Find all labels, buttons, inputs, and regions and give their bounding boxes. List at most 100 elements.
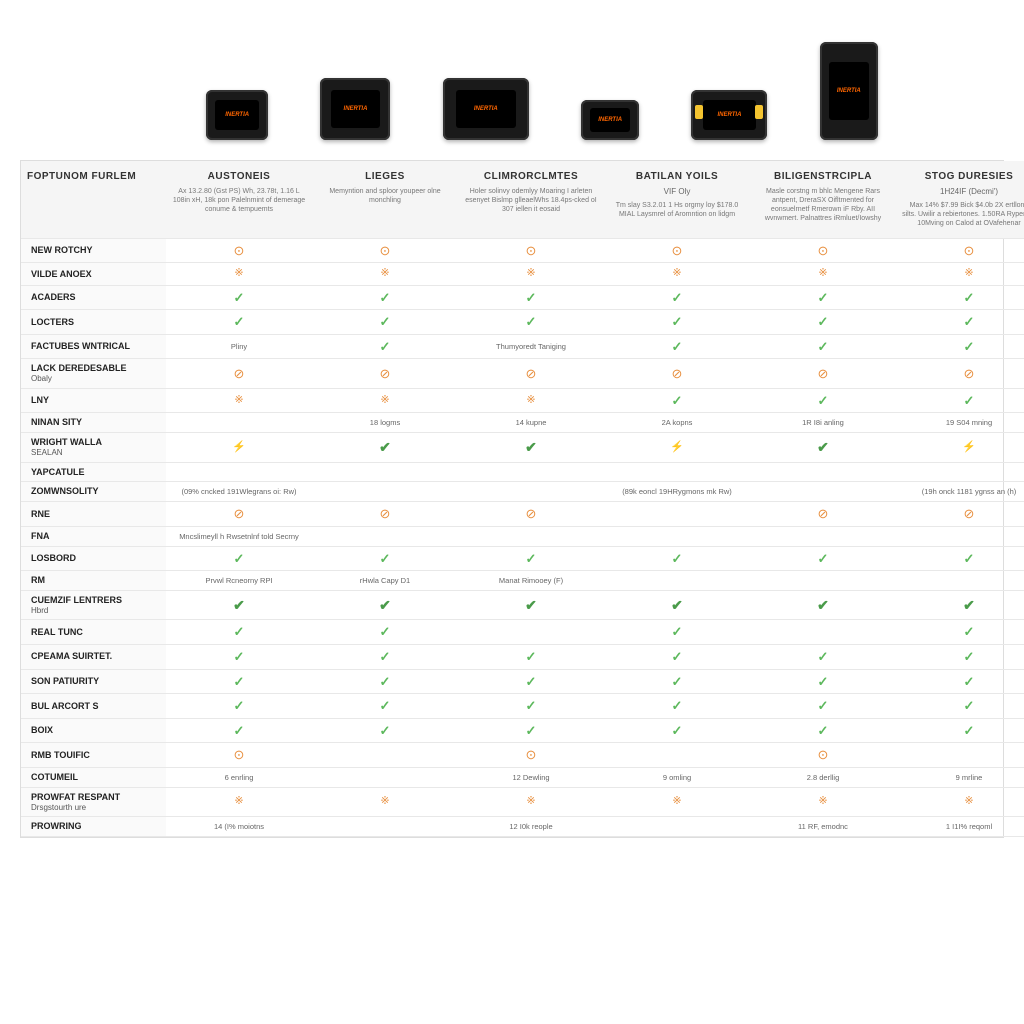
check-icon: ✓: [964, 339, 975, 355]
cell-text: 1R I8i anling: [802, 418, 844, 427]
table-cell: [604, 502, 750, 527]
cell-text: 2A kopns: [662, 418, 693, 427]
table-row: WRIGHT WALLASEALAN⚡✔✔⚡✔⚡: [21, 433, 1024, 462]
table-cell: ※: [604, 787, 750, 816]
table-cell: ⊙: [312, 238, 458, 263]
comparison-table-wrap: FOPTUNOM FURLEMAUSTONEISAx 13.2.80 (Gst …: [20, 160, 1004, 838]
table-row: CUEMZIF LENTRERSHbrd✔✔✔✔✔✔: [21, 590, 1024, 619]
table-cell: [312, 462, 458, 482]
column-header: BILIGENSTRCIPLAMasle corstng m bhlc Meng…: [750, 161, 896, 238]
product-image: INERTIA: [443, 78, 529, 140]
x-circle-icon: ⊘: [234, 366, 245, 382]
table-cell: ✓: [458, 694, 604, 719]
table-row: LOSBORD✓✓✓✓✓✓: [21, 546, 1024, 571]
table-cell: ✓: [312, 669, 458, 694]
column-title: AUSTONEIS: [172, 171, 306, 183]
x-circle-icon: ⊘: [964, 366, 975, 382]
pattern-icon: ※: [672, 267, 681, 280]
device-mock: INERTIA: [691, 90, 767, 140]
table-row: YAPCATULE: [21, 462, 1024, 482]
table-row: NINAN SITY18 logms14 kupne2A kopns1R I8i…: [21, 413, 1024, 433]
table-cell: [604, 526, 750, 546]
table-cell: ※: [166, 787, 312, 816]
check-icon: ✓: [526, 314, 537, 330]
table-cell: [896, 462, 1024, 482]
table-cell: ✓: [896, 694, 1024, 719]
table-cell: [312, 767, 458, 787]
table-cell: ✓: [750, 694, 896, 719]
pattern-icon: ※: [380, 394, 389, 407]
table-cell: ✓: [604, 620, 750, 645]
comparison-table: FOPTUNOM FURLEMAUSTONEISAx 13.2.80 (Gst …: [21, 161, 1024, 837]
check-icon: ✓: [526, 551, 537, 567]
table-cell: 11 RF, emodnc: [750, 817, 896, 837]
check-icon: ✓: [964, 674, 975, 690]
table-cell: ✔: [458, 433, 604, 462]
table-row: PROWRING14 (I% moiotns12 I0k reople11 RF…: [21, 817, 1024, 837]
row-label: LACK DEREDESABLEObaly: [21, 359, 166, 388]
table-cell: ✓: [312, 285, 458, 310]
row-label: COTUMEIL: [21, 767, 166, 787]
product-image: INERTIA: [581, 100, 639, 140]
table-cell: ✓: [166, 718, 312, 743]
table-cell: ✓: [896, 718, 1024, 743]
table-cell: ⊙: [896, 238, 1024, 263]
x-circle-icon: ⊘: [672, 366, 683, 382]
pattern-icon: ※: [380, 795, 389, 808]
table-row: ZOMWNSOLITY(09% cncked 191Wlegrans oi: R…: [21, 482, 1024, 502]
x-circle-icon: ⊘: [818, 506, 829, 522]
cell-text: rHwla Capy D1: [360, 576, 410, 585]
check-icon: ✓: [672, 290, 683, 306]
table-cell: ✓: [312, 620, 458, 645]
cell-text: 2.8 derllig: [807, 773, 840, 782]
pattern-icon: ※: [234, 394, 243, 407]
table-cell: ⊙: [458, 743, 604, 768]
table-row: Prowfat RespantDrsgstourth ure※※※※※※: [21, 787, 1024, 816]
table-cell: 9 mrline: [896, 767, 1024, 787]
check-icon: ✓: [234, 649, 245, 665]
table-cell: ※: [312, 388, 458, 413]
table-cell: ✓: [750, 669, 896, 694]
table-cell: [896, 743, 1024, 768]
table-cell: ※: [750, 263, 896, 285]
column-desc: Tm slay S3.2.01 1 Hs orgmy loy $178.0 MI…: [610, 201, 744, 219]
column-subtitle: 1H24IF (Decmi'): [902, 187, 1024, 197]
table-cell: ✓: [750, 334, 896, 359]
check-icon: ✔: [671, 597, 683, 614]
device-screen: INERTIA: [456, 90, 516, 127]
table-cell: ✓: [896, 388, 1024, 413]
check-icon: ✔: [525, 597, 537, 614]
table-cell: Pliny: [166, 334, 312, 359]
column-header: LIEGESMemyntion and sploor youpeer olne …: [312, 161, 458, 238]
table-cell: ✓: [166, 546, 312, 571]
x-circle-icon: ⊘: [234, 506, 245, 522]
table-cell: ✔: [750, 433, 896, 462]
product-image: INERTIA: [691, 90, 767, 140]
table-cell: ✓: [312, 546, 458, 571]
pattern-icon: ※: [234, 267, 243, 280]
table-cell: [166, 413, 312, 433]
check-icon: ✓: [818, 698, 829, 714]
check-icon: ✓: [380, 624, 391, 640]
row-label: RMB TOUIFIC: [21, 743, 166, 768]
table-cell: ✓: [750, 285, 896, 310]
row-label: BUL ARCORT S: [21, 694, 166, 719]
cell-text: (19h onck 1181 ygnss an (h): [922, 487, 1017, 496]
check-icon: ✓: [380, 674, 391, 690]
column-title: LIEGES: [318, 171, 452, 183]
row-label: RNE: [21, 502, 166, 527]
check-icon: ✓: [964, 393, 975, 409]
row-label: Prowfat RespantDrsgstourth ure: [21, 787, 166, 816]
table-cell: ⚡: [604, 433, 750, 462]
cell-text: Mncslimeyll h Rwsetnlnf told Secrny: [179, 532, 299, 541]
product-image: INERTIA: [320, 78, 390, 140]
row-label: LOCTERS: [21, 310, 166, 335]
table-cell: ⊘: [458, 502, 604, 527]
clock-icon: ⊙: [234, 747, 245, 763]
device-screen: INERTIA: [331, 90, 380, 127]
check-icon: ✓: [234, 290, 245, 306]
table-row: ACADERS✓✓✓✓✓✓: [21, 285, 1024, 310]
pattern-icon: ※: [526, 267, 535, 280]
row-label: CUEMZIF LENTRERSHbrd: [21, 590, 166, 619]
table-cell: ✓: [166, 669, 312, 694]
